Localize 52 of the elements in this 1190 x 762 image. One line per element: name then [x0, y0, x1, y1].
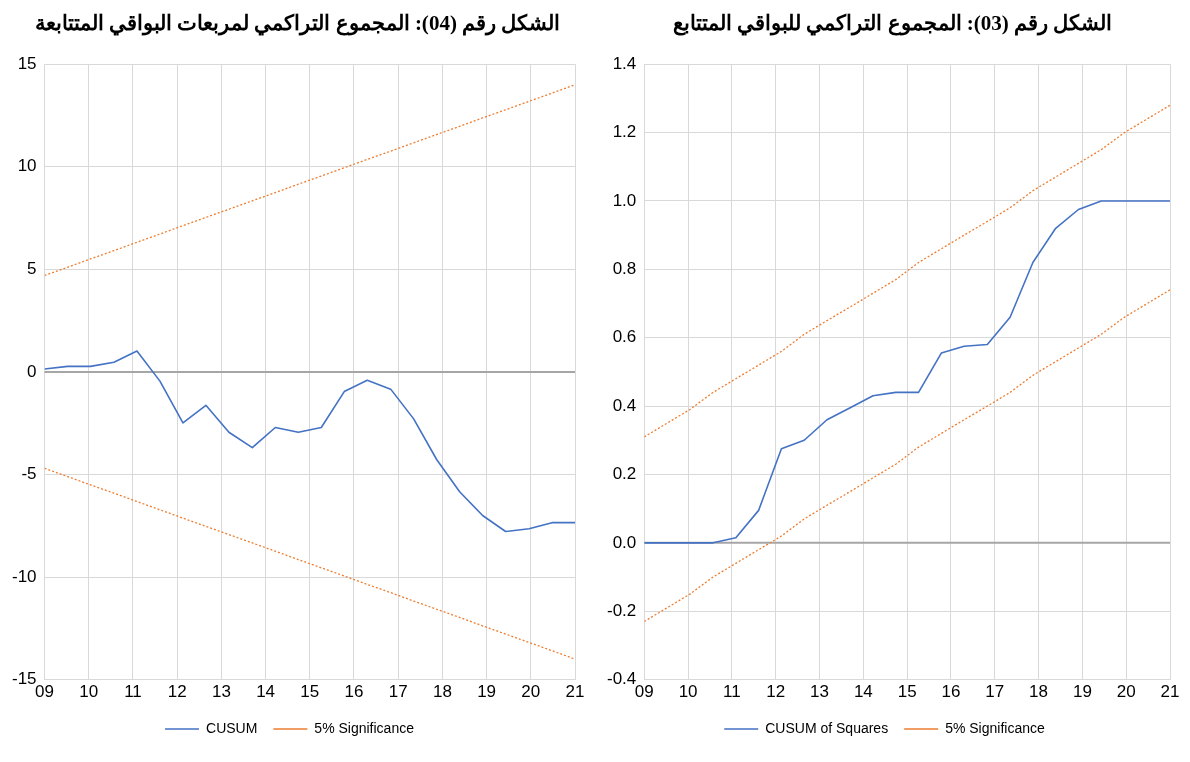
line-series	[44, 84, 575, 277]
x-tick-label: 10	[79, 682, 99, 702]
legend-label: CUSUM of Squares	[765, 719, 889, 736]
x-tick-label: 11	[124, 682, 142, 702]
x-tick-label: 14	[853, 682, 873, 702]
x-tick-label: 17	[985, 682, 1005, 702]
x-tick-label: 19	[1072, 682, 1092, 702]
y-tick-label: -10	[11, 566, 37, 586]
x-tick-label: 20	[1116, 682, 1136, 702]
legend-label: 5% Significance	[945, 719, 1045, 736]
x-tick-label: 12	[167, 682, 187, 702]
x-tick-label: 09	[35, 682, 55, 702]
y-tick-label: 15	[17, 53, 37, 73]
y-tick-label: 0.8	[612, 259, 637, 279]
chart-title: الشكل رقم (04): المجموع التراكمي لمربعات البواقي المتتابعة	[33, 10, 562, 38]
y-tick-label: 5	[27, 259, 37, 279]
y-tick-label: 0.0	[612, 532, 637, 552]
x-tick-label: 10	[678, 682, 698, 702]
y-tick-label: 0.6	[612, 327, 637, 347]
x-tick-label: 18	[1029, 682, 1049, 702]
y-tick-label: 1.4	[612, 53, 637, 73]
y-tick-label: 0	[27, 361, 37, 381]
y-tick-label: -15	[11, 669, 37, 689]
x-tick-label: 16	[941, 682, 961, 702]
line-series	[44, 467, 575, 660]
y-tick-label: -5	[21, 464, 37, 484]
x-tick-label: 15	[300, 682, 320, 702]
chart-title: الشكل رقم (03): المجموع التراكمي للبواقي المتتابع	[671, 10, 1114, 38]
legend-label: 5% Significance	[314, 719, 415, 736]
line-series	[644, 289, 1170, 623]
x-tick-label: 11	[723, 682, 741, 702]
y-tick-label: 0.4	[612, 395, 637, 415]
y-tick-label: 10	[17, 156, 37, 176]
legend-label: CUSUM	[206, 719, 258, 736]
x-tick-label: 15	[897, 682, 917, 702]
x-tick-label: 09	[634, 682, 654, 702]
y-tick-label: 1.2	[612, 122, 637, 142]
x-tick-label: 14	[256, 682, 276, 702]
x-tick-label: 20	[521, 682, 541, 702]
x-tick-label: 18	[432, 682, 452, 702]
x-tick-label: 19	[477, 682, 497, 702]
x-tick-label: 13	[211, 682, 231, 702]
x-tick-label: 12	[766, 682, 786, 702]
x-tick-label: 21	[565, 682, 585, 702]
x-tick-label: 17	[388, 682, 408, 702]
y-tick-label: 1.0	[612, 190, 637, 210]
x-tick-label: 21	[1160, 682, 1180, 702]
y-tick-label: 0.2	[612, 464, 637, 484]
line-series	[644, 104, 1170, 438]
x-tick-label: 13	[810, 682, 829, 702]
y-tick-label: -0.2	[607, 600, 637, 620]
x-tick-label: 16	[344, 682, 364, 702]
